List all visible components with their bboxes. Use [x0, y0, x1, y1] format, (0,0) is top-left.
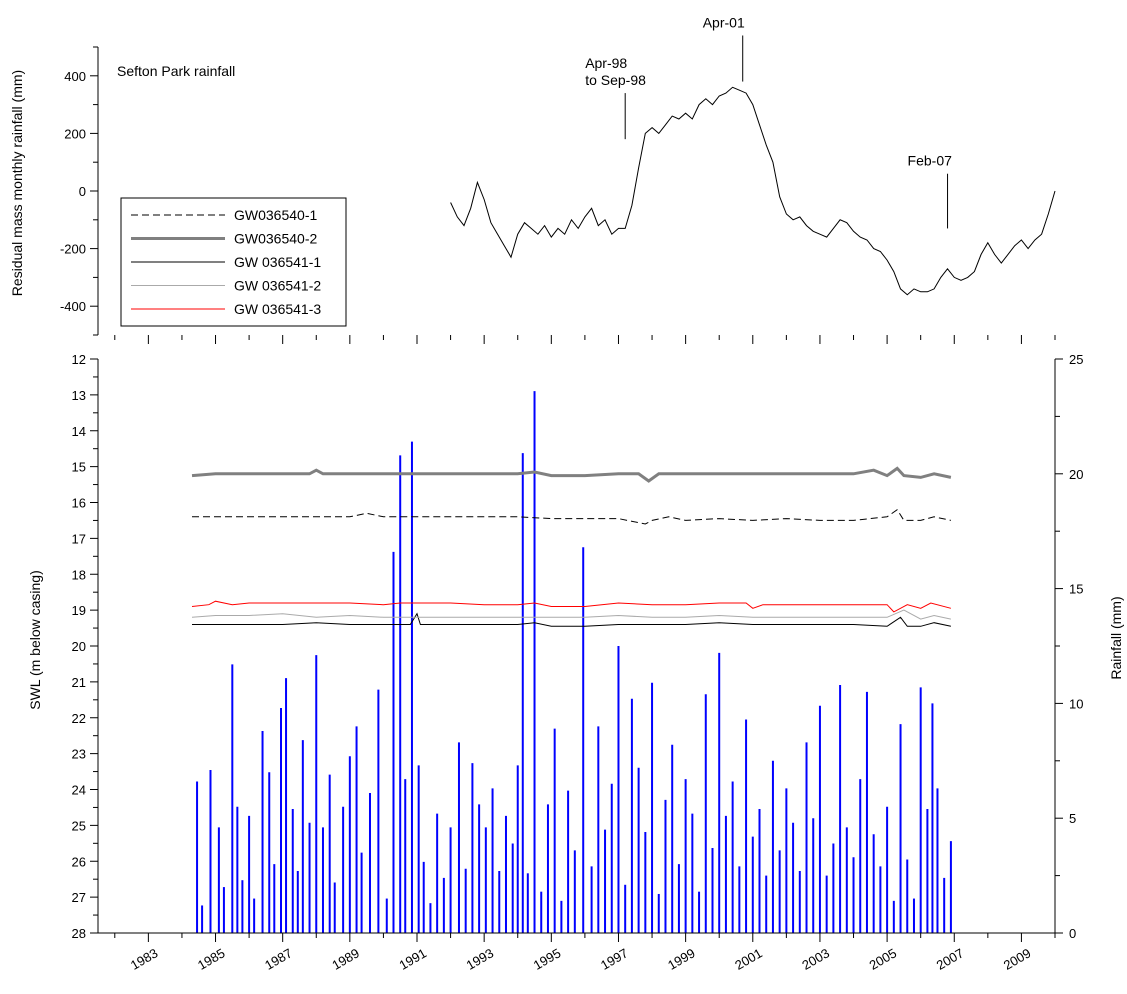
- x-tick-label: 1985: [195, 945, 228, 972]
- rainfall-y-tick-label: 25: [1069, 352, 1083, 367]
- rainfall-y-tick-label: 10: [1069, 696, 1083, 711]
- swl-series-line: [192, 612, 952, 627]
- legend: GW036540-1 GW036540-2 GW 036541-1 GW 036541…: [120, 197, 347, 327]
- swl-axis-title: SWL (m below casing): [27, 570, 43, 710]
- swl-series-line: [191, 609, 952, 620]
- swl-y-tick-label: 18: [72, 567, 86, 582]
- rainfall-bars-layer: [196, 391, 952, 933]
- x-tick-label: 1993: [464, 945, 497, 972]
- x-tick-label: 2009: [1001, 945, 1034, 972]
- x-tick-label: 2003: [799, 945, 832, 972]
- residual-mass-line: [450, 86, 1056, 296]
- swl-y-tick-label: 19: [72, 603, 86, 618]
- swl-y-tick-label: 22: [72, 711, 86, 726]
- top-y-tick-label: -200: [60, 242, 86, 257]
- x-tick-label: 2007: [934, 945, 967, 972]
- swl-series-line: [192, 508, 952, 525]
- rainfall-y-tick-label: 0: [1069, 926, 1076, 941]
- rainfall-y-tick-label: 20: [1069, 467, 1083, 482]
- x-tick-label: 1995: [531, 945, 564, 972]
- rainfall-y-tick-label: 15: [1069, 582, 1083, 597]
- annotation-label: Feb-07: [908, 153, 953, 169]
- legend-entry-label: GW 036541-1: [234, 254, 321, 270]
- swl-y-tick-label: 28: [72, 926, 86, 941]
- swl-y-tick-label: 12: [72, 352, 86, 367]
- x-tick-label: 2001: [732, 945, 765, 972]
- top-series-layer: [450, 86, 1056, 296]
- top-y-tick-label: 200: [64, 126, 86, 141]
- top-axes: 400 200 0 -200 -400: [60, 46, 1056, 344]
- top-y-tick-label: -400: [60, 299, 86, 314]
- swl-y-tick-label: 15: [72, 460, 86, 475]
- swl-series-line: [191, 600, 952, 613]
- legend-entry-label: GW 036541-2: [234, 278, 321, 294]
- swl-series-line: [191, 466, 952, 483]
- swl-y-tick-label: 13: [72, 388, 86, 403]
- legend-entry-label: GW036540-1: [234, 207, 317, 223]
- top-y-axis-title: Residual mass monthly rainfall (mm): [9, 70, 25, 296]
- x-tick-label: 1991: [396, 945, 429, 972]
- swl-y-tick-label: 23: [72, 747, 86, 762]
- top-panel-title: Sefton Park rainfall: [117, 63, 235, 79]
- swl-y-tick-label: 26: [72, 854, 86, 869]
- x-tick-label: 1989: [329, 945, 362, 972]
- swl-y-tick-label: 16: [72, 496, 86, 511]
- annotation-label: to Sep-98: [585, 72, 646, 88]
- swl-y-tick-label: 20: [72, 639, 86, 654]
- swl-y-tick-label: 14: [72, 424, 86, 439]
- x-tick-label: 1983: [128, 945, 161, 972]
- swl-y-tick-label: 27: [72, 890, 86, 905]
- x-tick-label: 1999: [665, 945, 698, 972]
- rainfall-residual-panel: 400 200 0 -200 -400 Sefton Park rainfall Res…: [9, 14, 1056, 344]
- bottom-axes: 12 13 14 15 16 17 18 19 20 21 22 23 24 25 26 27 28 0 5 10 15…: [72, 352, 1084, 973]
- rainfall-axis-title: Rainfall (mm): [1108, 596, 1124, 679]
- swl-y-tick-label: 21: [72, 675, 86, 690]
- legend-entry-label: GW 036541-3: [234, 301, 321, 317]
- x-tick-label: 1997: [598, 945, 631, 972]
- x-tick-label: 1987: [262, 945, 295, 972]
- swl-series-layer: [191, 466, 952, 627]
- top-y-tick-label: 0: [79, 184, 86, 199]
- annotation-label: Apr-98: [585, 55, 627, 71]
- annotation-label: Apr-01: [703, 14, 745, 30]
- top-y-tick-label: 400: [64, 69, 86, 84]
- legend-entry-label: GW036540-2: [234, 231, 317, 247]
- swl-y-tick-label: 24: [72, 783, 86, 798]
- swl-y-tick-label: 25: [72, 818, 86, 833]
- x-tick-label: 2005: [867, 945, 900, 972]
- swl-rainfall-panel: 12 13 14 15 16 17 18 19 20 21 22 23 24 25 26 27 28 0 5 10 15…: [27, 352, 1124, 973]
- rainfall-y-tick-label: 5: [1069, 811, 1076, 826]
- swl-y-tick-label: 17: [72, 531, 86, 546]
